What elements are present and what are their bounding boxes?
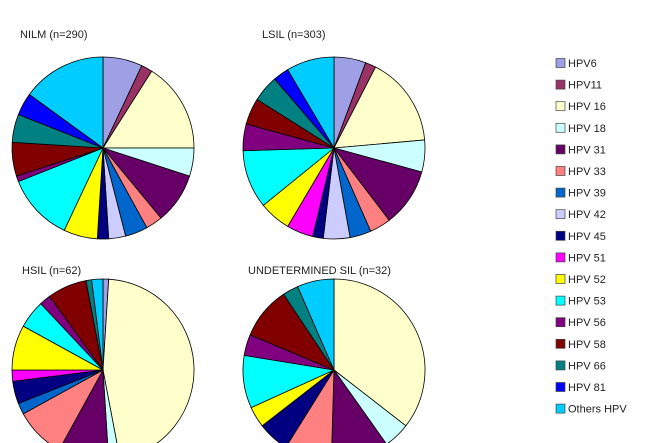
legend-item: HPV11 [555, 79, 602, 92]
legend-item: HPV 81 [555, 382, 606, 394]
legend-swatch [555, 144, 566, 155]
legend-item: HPV 66 [555, 360, 606, 372]
legend-swatch [555, 360, 566, 371]
legend-swatch [555, 317, 566, 328]
legend-swatch [555, 403, 566, 414]
pie-chart-2: LSIL (n=303) [242, 29, 426, 240]
legend-label: HPV 45 [568, 231, 606, 243]
pie-chart-3: HSIL (n=62) [11, 265, 195, 443]
legend-item: HPV 52 [555, 274, 606, 286]
pie-slice-others-hpv [28, 56, 104, 149]
legend-label: HPV 42 [568, 209, 606, 221]
legend-swatch [555, 79, 566, 90]
pie-chart-4: UNDETERMINED SIL (n=32) [242, 265, 426, 443]
legend-swatch [555, 382, 566, 392]
legend-swatch [555, 252, 566, 263]
pie-title: NILM (n=290) [20, 29, 88, 41]
legend-label: HPV 16 [568, 101, 606, 113]
pie-slice-hpv-16 [102, 278, 195, 443]
legend-item: HPV 53 [555, 295, 606, 308]
pie-slice-hpv-53 [17, 147, 104, 231]
pie-title: LSIL (n=303) [262, 29, 326, 41]
legend-label: HPV 52 [568, 274, 606, 286]
legend-label: HPV 56 [568, 317, 606, 329]
legend-swatch [555, 101, 566, 112]
legend-item: HPV 16 [555, 101, 606, 113]
legend-label: HPV 39 [568, 188, 606, 200]
pie-slice-hpv-18 [333, 369, 407, 443]
pie-slice-hpv-31 [331, 368, 387, 443]
legend-swatch [555, 338, 566, 349]
pie-charts: NILM (n=290) LSIL (n=303) HSIL (n=62) UNDET… [11, 29, 426, 443]
legend-item: HPV 45 [555, 230, 606, 243]
pie-slice-others-hpv [91, 278, 104, 371]
legend-label: HPV 51 [568, 252, 606, 264]
legend-item: HPV 18 [555, 122, 606, 135]
legend-item: HPV 56 [555, 317, 606, 329]
pie-title: HSIL (n=62) [22, 265, 81, 277]
legend-label: HPV 18 [568, 123, 606, 135]
legend-item: HPV 42 [555, 209, 606, 221]
pie-slice-others-hpv [287, 56, 335, 150]
legend-label: HPV 53 [568, 296, 606, 308]
legend-swatch [555, 209, 566, 220]
legend-swatch [555, 295, 566, 306]
legend-item: HPV 33 [555, 166, 606, 178]
legend-label: HPV11 [568, 80, 602, 92]
legend-swatch [555, 230, 566, 241]
legend: HPV6 HPV11 HPV 16 HPV 18 HPV 31 HPV 33 HPV 39 H… [555, 58, 627, 416]
legend-item: Others HPV [555, 403, 627, 416]
legend-label: Others HPV [568, 404, 627, 416]
legend-item: HPV 31 [555, 144, 606, 156]
legend-swatch [555, 274, 566, 284]
legend-item: HPV 58 [555, 338, 606, 351]
legend-swatch [555, 187, 566, 198]
legend-item: HPV 51 [555, 252, 606, 264]
legend-item: HPV6 [555, 58, 597, 70]
legend-label: HPV 58 [568, 339, 606, 351]
legend-label: HPV 33 [568, 166, 606, 178]
legend-label: HPV 66 [568, 360, 606, 372]
legend-swatch [555, 122, 566, 133]
legend-item: HPV 39 [555, 187, 606, 200]
legend-label: HPV 31 [568, 144, 606, 156]
pie-slice-hpv-16 [102, 70, 195, 149]
legend-label: HPV 81 [568, 382, 606, 394]
pie-slice-others-hpv [297, 278, 335, 371]
legend-label: HPV6 [568, 58, 597, 70]
legend-swatch [555, 58, 566, 68]
pie-chart-1: NILM (n=290) [11, 29, 195, 240]
pie-slice-hpv-31 [62, 368, 108, 443]
pie-slice-hpv-16 [333, 66, 426, 149]
pie-title: UNDETERMINED SIL (n=32) [248, 265, 391, 277]
pie-slice-hpv-16 [333, 278, 426, 427]
legend-swatch [555, 166, 566, 176]
